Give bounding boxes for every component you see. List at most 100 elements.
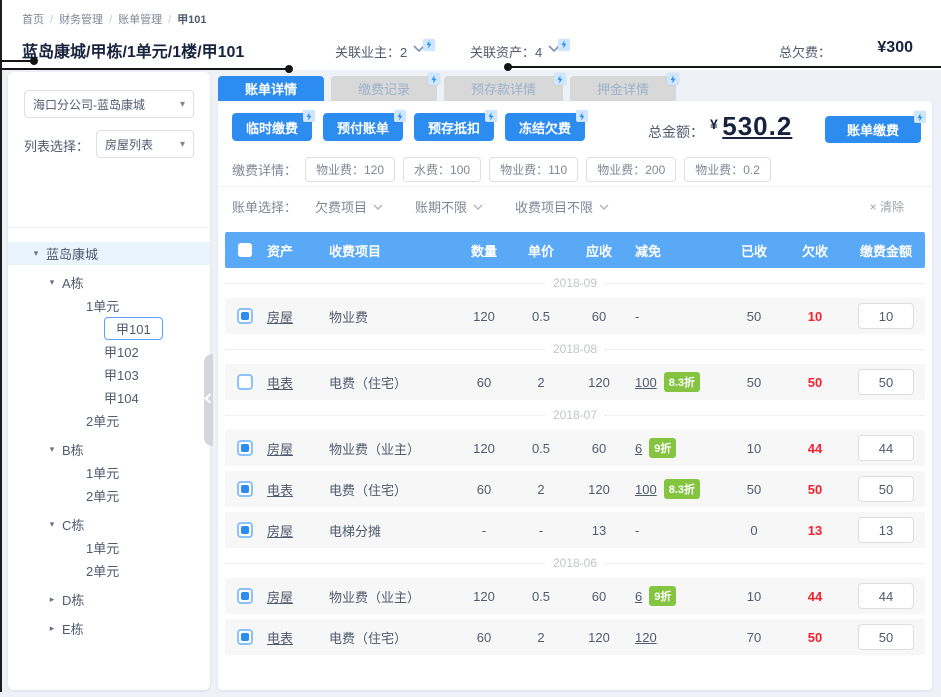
row-checkbox[interactable] — [237, 522, 253, 538]
action-button-label: 临时缴费 — [246, 120, 299, 136]
currency-symbol: ¥ — [710, 116, 718, 132]
row-checkbox[interactable] — [237, 308, 253, 324]
row-checkbox[interactable] — [237, 629, 253, 645]
breadcrumb-item[interactable]: 首页 — [22, 14, 44, 26]
chevron-down-icon[interactable] — [413, 38, 436, 59]
select-all-checkbox[interactable] — [238, 243, 252, 257]
annotation-line — [0, 60, 33, 62]
tab-预存款详情[interactable]: 预存款详情 — [444, 73, 567, 101]
col-header-减免: 减免 — [635, 243, 662, 259]
action-button-预存抵扣[interactable]: 预存抵扣 — [414, 110, 498, 141]
company-select[interactable]: 海口分公司-蓝岛康城 ▾ — [24, 90, 194, 118]
tree-node-甲104[interactable]: 甲104 — [8, 386, 210, 409]
quantity-cell: 60 — [476, 374, 492, 390]
asset-link[interactable]: 电表 — [267, 630, 294, 646]
asset-link[interactable]: 房屋 — [267, 309, 294, 325]
action-button-冻结欠费[interactable]: 冻结欠费 — [505, 110, 589, 141]
related-owner-label: 关联业主：2 — [335, 45, 408, 60]
filter-收费项目不限[interactable]: 收费项目不限 — [515, 197, 609, 216]
tree-node-2单元[interactable]: 2单元 — [8, 559, 210, 582]
pay-amount-input[interactable] — [858, 303, 914, 329]
row-checkbox[interactable] — [237, 481, 253, 497]
discount-value[interactable]: 6 — [635, 588, 643, 604]
group-divider: 2018-09 — [225, 268, 926, 298]
breadcrumb-item[interactable]: 账单管理 — [118, 14, 163, 26]
due-cell: 60 — [591, 588, 607, 604]
bill-pay-button[interactable]: 账单缴费 — [825, 111, 926, 143]
pay-amount-input[interactable] — [858, 583, 914, 609]
tree-node-2单元[interactable]: 2单元 — [8, 409, 210, 432]
group-date: 2018-09 — [552, 276, 598, 290]
row-checkbox[interactable] — [237, 374, 253, 390]
tree-node-1单元[interactable]: 1单元 — [8, 536, 210, 559]
pay-amount-input[interactable] — [858, 476, 914, 502]
breadcrumb-item[interactable]: 财务管理 — [59, 14, 104, 26]
tree-node-甲102[interactable]: 甲102 — [8, 340, 210, 363]
bill-detail-panel: 临时缴费 预付账单 预存抵扣 冻结欠费 总金额： ¥ 530.2 账单缴费 缴费详情：… — [218, 101, 932, 690]
filter-欠费项目[interactable]: 欠费项目 — [315, 197, 383, 216]
tree-node-甲103[interactable]: 甲103 — [8, 363, 210, 386]
pay-amount-cell — [845, 583, 925, 609]
caret-down-icon[interactable]: ▾ — [49, 519, 55, 529]
asset-link[interactable]: 电表 — [267, 482, 294, 498]
fee-item-cell: 物业费（业主） — [329, 589, 421, 605]
annotation-dot — [285, 65, 293, 73]
sidebar-divider — [8, 227, 210, 228]
pay-amount-input[interactable] — [858, 624, 914, 650]
clear-filters-button[interactable]: × 清除 — [869, 199, 904, 214]
pay-amount-input[interactable] — [858, 435, 914, 461]
list-type-select-value: 房屋列表 — [105, 137, 154, 152]
list-type-select[interactable]: 房屋列表 ▾ — [96, 130, 194, 158]
discount-value[interactable]: 120 — [635, 629, 657, 645]
caret-right-icon[interactable]: ▸ — [49, 623, 55, 633]
caret-down-icon[interactable]: ▾ — [33, 248, 39, 258]
received-cell: 10 — [746, 588, 762, 604]
related-asset-dropdown[interactable]: 关联资产：4 — [470, 38, 571, 61]
tree-node-1单元[interactable]: 1单元 — [8, 294, 210, 317]
action-button-临时缴费[interactable]: 临时缴费 — [232, 110, 316, 141]
caret-down-icon[interactable]: ▾ — [49, 444, 55, 454]
discount-value[interactable]: 100 — [635, 481, 657, 497]
discount-value[interactable]: 6 — [635, 440, 643, 456]
row-checkbox[interactable] — [237, 588, 253, 604]
annotation-vertical-line — [0, 0, 2, 692]
tree-node-2单元[interactable]: 2单元 — [8, 484, 210, 507]
asset-link[interactable]: 房屋 — [267, 589, 294, 605]
tree-node-E栋[interactable]: ▸ E栋 — [8, 617, 210, 640]
action-button-预付账单[interactable]: 预付账单 — [323, 110, 407, 141]
sidebar-collapse-handle[interactable] — [204, 354, 213, 446]
divider-line — [605, 348, 926, 350]
pay-amount-input[interactable] — [858, 369, 914, 395]
tab-缴费记录[interactable]: 缴费记录 — [331, 73, 441, 101]
filter-账期不限[interactable]: 账期不限 — [415, 197, 483, 216]
row-checkbox[interactable] — [237, 440, 253, 456]
caret-right-icon[interactable]: ▸ — [49, 594, 55, 604]
asset-link[interactable]: 房屋 — [267, 523, 294, 539]
breadcrumb-separator: / — [50, 14, 54, 26]
breadcrumb-item[interactable]: 甲101 — [177, 14, 207, 26]
tree-node-D栋[interactable]: ▸ D栋 — [8, 588, 210, 611]
chevron-down-icon[interactable] — [548, 38, 571, 59]
tab-押金详情[interactable]: 押金详情 — [570, 73, 680, 101]
tree-node-甲101[interactable]: 甲101 — [8, 317, 210, 340]
annotation-dot — [504, 63, 512, 71]
row-checkbox-cell — [225, 308, 265, 324]
tab-账单详情[interactable]: 账单详情 — [218, 76, 325, 101]
tree-node-B栋[interactable]: ▾ B栋 — [8, 438, 210, 461]
caret-down-icon[interactable]: ▾ — [49, 277, 55, 287]
tree-node-1单元[interactable]: 1单元 — [8, 461, 210, 484]
tree-node-蓝岛康城[interactable]: ▾ 蓝岛康城 — [8, 242, 210, 265]
asset-link[interactable]: 房屋 — [267, 441, 294, 457]
tree-node-C栋[interactable]: ▾ C栋 — [8, 513, 210, 536]
unit-price-cell: 0.5 — [531, 308, 551, 324]
tree-node-A栋[interactable]: ▾ A栋 — [8, 271, 210, 294]
amount-number: 530.2 — [722, 111, 793, 141]
related-owner-dropdown[interactable]: 关联业主：2 — [335, 38, 436, 61]
tree-node-label: C栋 — [62, 518, 85, 533]
group-date: 2018-08 — [552, 342, 598, 356]
annotation-line — [0, 68, 288, 70]
pay-amount-input[interactable] — [858, 517, 914, 543]
asset-link[interactable]: 电表 — [267, 375, 294, 391]
arrears-cell: 10 — [807, 308, 823, 324]
discount-value[interactable]: 100 — [635, 374, 657, 390]
